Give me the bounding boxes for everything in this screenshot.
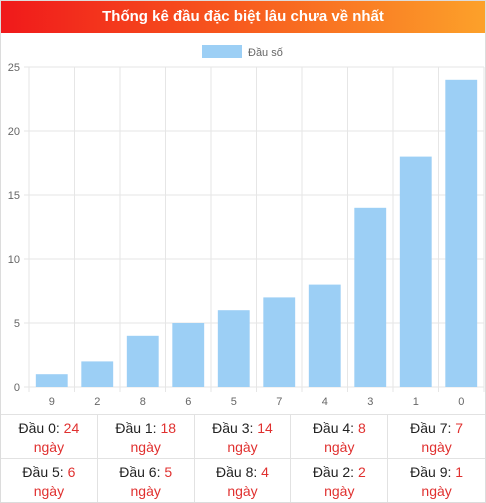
stat-value: 18	[160, 420, 177, 436]
y-tick-label: 15	[8, 190, 20, 202]
stat-cell: Đầu 4: 8 ngày	[291, 414, 389, 458]
stat-cell: Đầu 1: 18 ngày	[97, 414, 195, 458]
stat-value: 2	[357, 464, 366, 480]
stat-cell: Đầu 0: 24 ngày	[1, 414, 98, 458]
bar	[445, 79, 478, 388]
stat-label: Đầu 3:	[212, 420, 254, 436]
stat-label: Đầu 5:	[22, 464, 64, 480]
stat-label: Đầu 9:	[410, 464, 452, 480]
stat-cell: Đầu 2: 2 ngày	[291, 458, 389, 502]
stat-label: Đầu 2:	[312, 464, 355, 480]
stat-unit: ngày	[33, 439, 65, 455]
stat-unit: ngày	[324, 483, 355, 499]
x-tick-label: 2	[94, 396, 100, 408]
stat-label: Đầu 7:	[410, 420, 452, 436]
stat-unit: ngày	[421, 483, 452, 499]
stat-unit: ngày	[33, 483, 65, 499]
stat-label: Đầu 8:	[216, 464, 258, 480]
y-tick-label: 25	[8, 62, 20, 74]
x-tick-label: 3	[367, 396, 373, 408]
stat-cell: Đầu 5: 6 ngày	[1, 458, 98, 502]
legend-label: Đầu số	[248, 47, 283, 59]
bar	[399, 156, 432, 387]
x-tick-label: 6	[185, 396, 191, 408]
stat-label: Đầu 6:	[119, 464, 161, 480]
x-tick-label: 8	[140, 396, 146, 408]
stat-unit: ngày	[227, 439, 258, 455]
stat-value: 6	[67, 464, 76, 480]
y-tick-label: 20	[8, 126, 20, 138]
stat-value: 1	[455, 464, 464, 480]
stat-value: 14	[257, 420, 273, 436]
stat-unit: ngày	[130, 483, 161, 499]
x-tick-label: 0	[458, 396, 464, 408]
stat-label: Đầu 1:	[115, 420, 157, 436]
bar	[354, 207, 387, 387]
x-tick-label: 9	[49, 396, 55, 408]
stat-cell: Đầu 3: 14 ngày	[194, 414, 292, 458]
stat-cell: Đầu 8: 4 ngày	[194, 458, 292, 502]
x-tick-label: 4	[322, 396, 328, 408]
bar	[172, 323, 205, 387]
stat-value: 5	[164, 464, 173, 480]
stat-unit: ngày	[227, 483, 258, 499]
x-tick-label: 7	[276, 396, 282, 408]
x-tick-label: 1	[413, 396, 419, 408]
stat-value: 24	[63, 420, 80, 436]
bar	[217, 310, 250, 387]
page-title: Thống kê đầu đặc biệt lâu chưa về nhất	[1, 1, 485, 33]
stat-cell: Đầu 6: 5 ngày	[97, 458, 195, 502]
bar	[308, 284, 341, 387]
y-tick-label: 0	[14, 382, 20, 394]
bar	[81, 361, 114, 387]
stat-unit: ngày	[324, 439, 355, 455]
stat-value: 4	[261, 464, 269, 480]
bar	[35, 374, 68, 387]
y-tick-label: 10	[8, 254, 20, 266]
stat-cell: Đầu 9: 1 ngày	[388, 458, 485, 502]
stat-cell: Đầu 7: 7 ngày	[388, 414, 485, 458]
y-tick-label: 5	[14, 318, 20, 330]
stat-label: Đầu 4:	[312, 420, 355, 436]
stat-value: 7	[455, 420, 464, 436]
legend-swatch	[202, 45, 242, 58]
x-tick-label: 5	[231, 396, 237, 408]
bar	[263, 297, 296, 387]
bar	[126, 335, 159, 387]
stat-unit: ngày	[130, 439, 161, 455]
stat-unit: ngày	[421, 439, 452, 455]
stat-label: Đầu 0:	[18, 420, 60, 436]
stats-grid: Đầu 0: 24 ngày Đầu 1: 18 ngày Đầu 3: 14 ngà…	[1, 414, 485, 502]
stat-value: 8	[357, 420, 366, 436]
